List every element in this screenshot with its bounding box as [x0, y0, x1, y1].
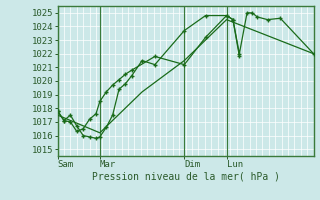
X-axis label: Pression niveau de la mer( hPa ): Pression niveau de la mer( hPa ) [92, 172, 280, 182]
